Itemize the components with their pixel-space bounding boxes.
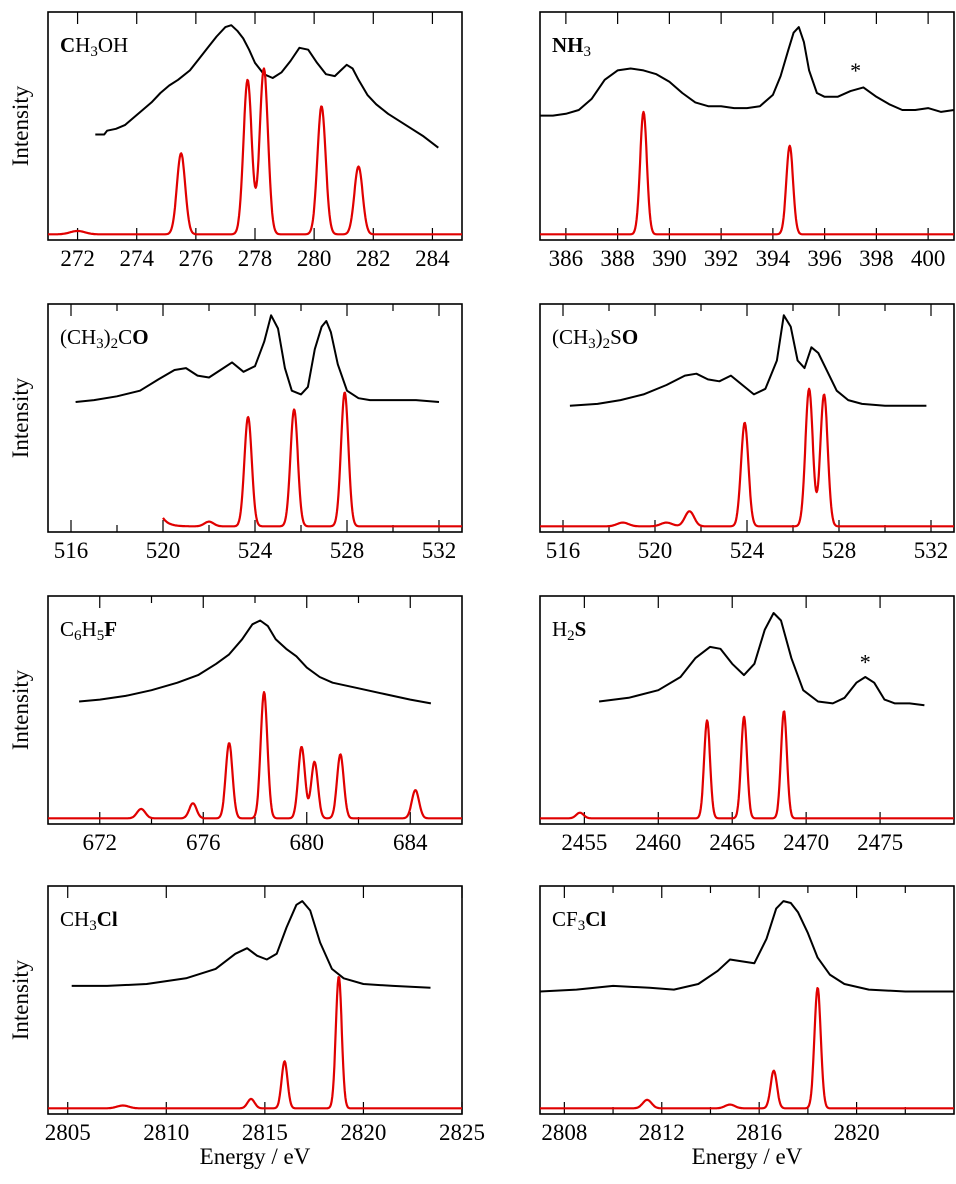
axis-ticks: 2455 2460 2465 2470 2475 [561,596,903,855]
molecule-label: CH3Cl [60,907,118,934]
spectrum-panel: 386 388 390 392 394 396 398 400 NH3 * [539,11,955,271]
tick-label: 528 [822,538,857,563]
experimental-spectrum [540,26,955,117]
experimental-spectrum [95,24,439,149]
spectrum-panel: 272 274 276 278 280 282 284 Intensity CH3OH [8,11,463,271]
spectrum-panel: 2808 2812 2816 2820 Energy / eV CF3Cl [539,885,955,1169]
experimental-spectrum [569,314,927,407]
molecule-label: NH3 [552,33,591,60]
tick-label: 2820 [340,1120,386,1145]
tick-label: 2455 [561,830,607,855]
spectrum-panel: 2805 2810 2815 2820 2825 Intensity Energy / eV… [8,885,485,1169]
tick-label: 2805 [45,1120,91,1145]
tick-label: 2820 [834,1120,880,1145]
tick-label: 388 [600,246,635,271]
calculated-spectrum [47,976,463,1110]
y-axis-label: Intensity [8,669,33,750]
experimental-spectrum [79,619,432,705]
tick-label: 278 [238,246,273,271]
experimental-spectrum [75,314,440,403]
tick-label: 2808 [541,1120,587,1145]
molecule-label: (CH3)2CO [60,325,149,352]
tick-label: 2812 [639,1120,685,1145]
calculated-spectrum [539,710,955,820]
axis-ticks: 516 520 524 528 532 [546,304,949,563]
axis-ticks: 516 520 524 528 532 [54,304,457,563]
tick-label: 2475 [857,830,903,855]
molecule-label: C6H5F [60,617,117,644]
tick-label: 398 [859,246,894,271]
tick-label: 2816 [736,1120,782,1145]
tick-label: 528 [330,538,365,563]
calculated-spectrum [47,67,463,236]
x-axis-label: Energy / eV [692,1144,803,1169]
tick-label: 516 [54,538,89,563]
tick-label: 280 [297,246,332,271]
x-axis-label: Energy / eV [200,1144,311,1169]
calculated-spectrum [539,110,955,236]
y-axis-label: Intensity [8,85,33,166]
axis-ticks: 272 274 276 278 280 282 284 [60,12,450,271]
experimental-spectrum [71,900,431,989]
plot-frame [539,11,955,241]
tick-label: 400 [911,246,946,271]
plot-frame [539,885,955,1115]
axis-ticks: 672 676 680 684 [83,596,428,855]
tick-label: 524 [730,538,765,563]
spectrum-panel: 2455 2460 2465 2470 2475 H2S * [539,595,955,855]
molecule-label: CF3Cl [552,907,606,934]
calculated-spectrum [539,987,955,1110]
tick-label: 2810 [143,1120,189,1145]
axis-ticks: 386 388 390 392 394 396 398 400 [549,12,946,271]
tick-label: 532 [914,538,949,563]
spectrum-panel: 516 520 524 528 532 Intensity (CH3)2CO [8,303,463,563]
tick-label: 284 [415,246,450,271]
tick-label: 672 [83,830,118,855]
tick-label: 2815 [242,1120,288,1145]
calculated-spectrum [162,391,463,528]
tick-label: 2465 [709,830,755,855]
tick-label: 520 [638,538,673,563]
tick-label: 684 [393,830,428,855]
calculated-spectrum [539,387,955,528]
tick-label: 520 [146,538,181,563]
tick-label: 386 [549,246,584,271]
y-axis-label: Intensity [8,377,33,458]
axis-ticks: 2805 2810 2815 2820 2825 [45,886,485,1145]
spectrum-panel: 516 520 524 528 532 (CH3)2SO [539,303,955,563]
calculated-spectrum [47,691,463,820]
molecule-label: (CH3)2SO [552,325,638,352]
experimental-spectrum [539,900,954,993]
spectrum-panel: 672 676 680 684 Intensity C6H5F [8,595,463,855]
tick-label: 680 [290,830,325,855]
tick-label: 2470 [783,830,829,855]
plot-frame [539,595,955,825]
tick-label: 532 [422,538,457,563]
peak-annotation: * [850,58,861,83]
tick-label: 272 [60,246,95,271]
tick-label: 392 [704,246,739,271]
plot-frame [47,885,463,1115]
tick-label: 274 [119,246,154,271]
molecule-label: CH3OH [60,33,128,60]
tick-label: 276 [179,246,214,271]
tick-label: 2460 [635,830,681,855]
tick-label: 2825 [439,1120,485,1145]
tick-label: 516 [546,538,581,563]
tick-label: 676 [186,830,221,855]
tick-label: 282 [356,246,391,271]
tick-label: 390 [652,246,687,271]
tick-label: 396 [807,246,842,271]
tick-label: 524 [238,538,273,563]
tick-label: 394 [756,246,791,271]
experimental-spectrum [598,612,925,707]
peak-annotation: * [860,649,871,674]
molecule-label: H2S [552,617,586,644]
y-axis-label: Intensity [8,959,33,1040]
axis-ticks: 2808 2812 2816 2820 [541,886,906,1145]
